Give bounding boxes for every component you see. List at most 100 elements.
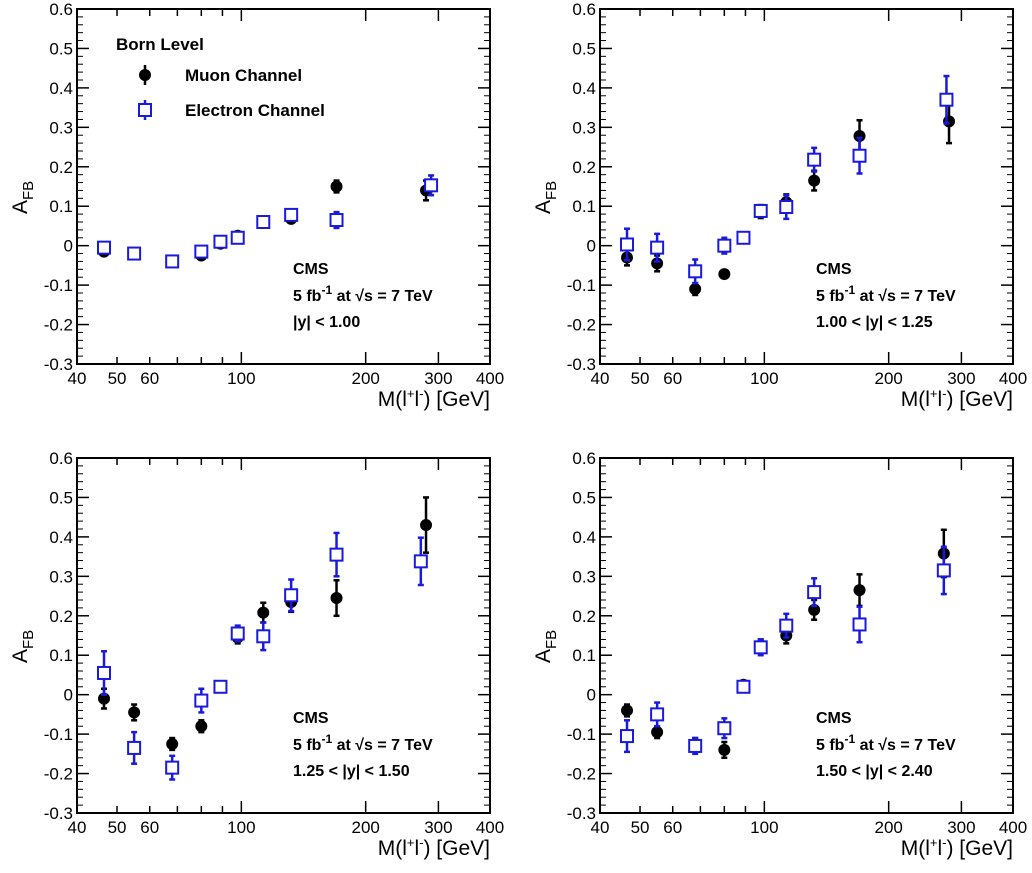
plot-frame [76, 8, 491, 365]
electron-point [213, 679, 228, 694]
electron-point [424, 178, 439, 193]
rapidity-range-label: 1.00 < |y| < 1.25 [816, 314, 933, 331]
x-tick-label: 60 [663, 818, 682, 837]
y-tick-label: -0.1 [567, 725, 596, 744]
electron-point [230, 230, 245, 245]
y-tick-label: -0.1 [44, 725, 73, 744]
x-axis-title: M(l+l-) [GeV] [901, 835, 1013, 860]
electron-point [256, 629, 271, 644]
y-tick-label: 0 [587, 237, 596, 256]
electron-point [717, 721, 732, 736]
cms-label: CMS [293, 710, 329, 727]
x-tick-label: 200 [351, 369, 379, 388]
rapidity-range-label: |y| < 1.00 [293, 314, 360, 331]
electron-point [284, 588, 299, 603]
electron-point [620, 237, 635, 252]
legend-title: Born Level [116, 35, 204, 54]
x-tick-label: 50 [108, 369, 127, 388]
x-tick-label: 100 [227, 369, 255, 388]
y-tick-label: 0.3 [572, 118, 596, 137]
electron-point [413, 554, 428, 569]
plot-frame [599, 8, 1014, 365]
x-tick-label: 200 [874, 818, 902, 837]
y-tick-label: -0.2 [567, 316, 596, 335]
x-tick-label: 300 [424, 369, 452, 388]
y-tick-label: 0.5 [572, 39, 596, 58]
electron-point [230, 626, 245, 641]
x-tick-label: 50 [631, 818, 650, 837]
x-tick-label: 100 [227, 818, 255, 837]
y-tick-label: -0.3 [567, 355, 596, 374]
y-tick-label: 0.2 [49, 607, 73, 626]
muon-point [330, 180, 343, 193]
electron-point [284, 207, 299, 222]
y-tick-label: 0.4 [49, 79, 73, 98]
y-tick-label: -0.3 [44, 355, 73, 374]
muon-point [257, 606, 270, 619]
muon-point [330, 592, 343, 605]
y-tick-label: 0.6 [572, 449, 596, 468]
y-tick-label: 0.1 [572, 646, 596, 665]
x-tick-label: 200 [874, 369, 902, 388]
electron-point [650, 240, 665, 255]
y-axis-title: AFB [532, 181, 560, 214]
electron-point [194, 244, 209, 259]
legend-muon-label: Muon Channel [185, 66, 302, 85]
muon-point [853, 584, 866, 597]
y-tick-label: 0.4 [572, 528, 596, 547]
y-axis-title: AFB [9, 181, 37, 214]
y-tick-label: -0.3 [44, 804, 73, 823]
y-tick-label: 0.6 [49, 449, 73, 468]
muon-point [128, 706, 141, 719]
electron-point [936, 563, 951, 578]
muon-point [195, 720, 208, 733]
x-tick-label: 300 [947, 369, 975, 388]
electron-point [688, 264, 703, 279]
panel-2: -0.3 -0.2 -0.1 0 0.1 0.2 0.3 0.4 0.5 0.6 40 50 60 100… [532, 0, 1027, 411]
electron-point [97, 240, 112, 255]
muon-point [651, 726, 664, 739]
x-tick-label: 100 [750, 369, 778, 388]
electron-point [194, 693, 209, 708]
muon-point [718, 268, 731, 281]
y-tick-label: -0.2 [44, 316, 73, 335]
x-tick-label: 60 [140, 818, 159, 837]
cms-label: CMS [816, 710, 852, 727]
y-tick-label: -0.1 [567, 276, 596, 295]
x-tick-label: 40 [591, 818, 610, 837]
y-tick-label: 0.2 [572, 607, 596, 626]
lumi-label: 5 fb-1 at √s = 7 TeV [293, 732, 433, 754]
muon-point [621, 704, 634, 717]
y-tick-label: 0.4 [49, 528, 73, 547]
electron-point [753, 640, 768, 655]
electron-point [620, 729, 635, 744]
y-tick-label: 0.5 [49, 488, 73, 507]
legend-electron-label: Electron Channel [185, 101, 325, 120]
electron-point [807, 585, 822, 600]
electron-point [779, 618, 794, 633]
electron-point [688, 738, 703, 753]
y-tick-label: 0 [64, 237, 73, 256]
lumi-label: 5 fb-1 at √s = 7 TeV [816, 732, 956, 754]
electron-point [939, 92, 954, 107]
x-tick-label: 300 [424, 818, 452, 837]
electron-point [165, 760, 180, 775]
x-tick-label: 50 [108, 818, 127, 837]
y-tick-label: 0.1 [572, 197, 596, 216]
plot-frame [76, 457, 491, 814]
legend-electron-marker [138, 103, 152, 117]
muon-point [689, 283, 702, 296]
cms-label: CMS [293, 261, 329, 278]
electron-point [852, 148, 867, 163]
x-tick-label: 100 [750, 818, 778, 837]
y-tick-label: 0.5 [572, 488, 596, 507]
panel-3: -0.3 -0.2 -0.1 0 0.1 0.2 0.3 0.4 0.5 0.6 40 50 60 100… [9, 449, 504, 860]
muon-point [718, 743, 731, 756]
muon-point [420, 519, 433, 532]
x-tick-label: 60 [140, 369, 159, 388]
legend: Born Level Muon Channel Electron Channel [116, 35, 325, 120]
electron-point [127, 740, 142, 755]
x-axis-title: M(l+l-) [GeV] [901, 386, 1013, 411]
